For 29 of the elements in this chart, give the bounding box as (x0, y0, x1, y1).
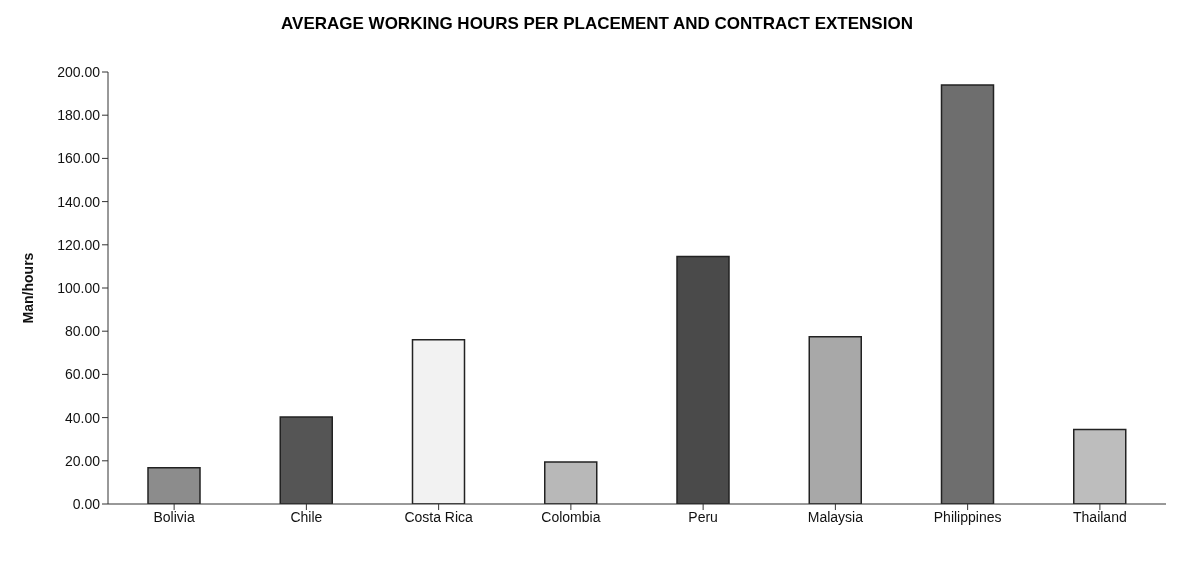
y-tick-label: 20.00 (64, 452, 101, 469)
x-tick-label: Costa Rica (404, 508, 474, 525)
bar (808, 336, 862, 504)
y-tick-label: 100.00 (57, 279, 101, 296)
bar (411, 339, 466, 504)
x-tick-label: Peru (688, 508, 718, 525)
y-tick-label: 60.00 (64, 366, 101, 383)
chart-title: AVERAGE WORKING HOURS PER PLACEMENT AND CONTRACT EXTENSION (280, 14, 914, 35)
x-tick-label: Bolivia (153, 508, 195, 525)
bar (279, 416, 333, 504)
bar (147, 466, 201, 504)
x-tick-label: Colombia (541, 508, 601, 525)
y-tick-label: 180.00 (57, 107, 101, 124)
x-tick-label: Chile (290, 508, 323, 525)
y-tick-label: 160.00 (57, 150, 101, 167)
bar (940, 84, 995, 504)
y-tick-label: 120.00 (57, 236, 101, 253)
y-tick-label: 200.00 (57, 63, 101, 80)
y-tick-label: 140.00 (57, 193, 101, 210)
x-tick-label: Thailand (1073, 508, 1127, 525)
x-tick-label: Malaysia (807, 508, 864, 525)
x-tick-label: Philippines (933, 508, 1002, 525)
bar (1073, 428, 1127, 504)
y-axis-title: Man/hours (19, 252, 36, 324)
bar (544, 461, 598, 504)
y-tick-label: 80.00 (64, 323, 101, 340)
y-tick-label: 40.00 (64, 409, 101, 426)
bar (676, 255, 730, 504)
y-tick-label: 0.00 (72, 495, 101, 512)
